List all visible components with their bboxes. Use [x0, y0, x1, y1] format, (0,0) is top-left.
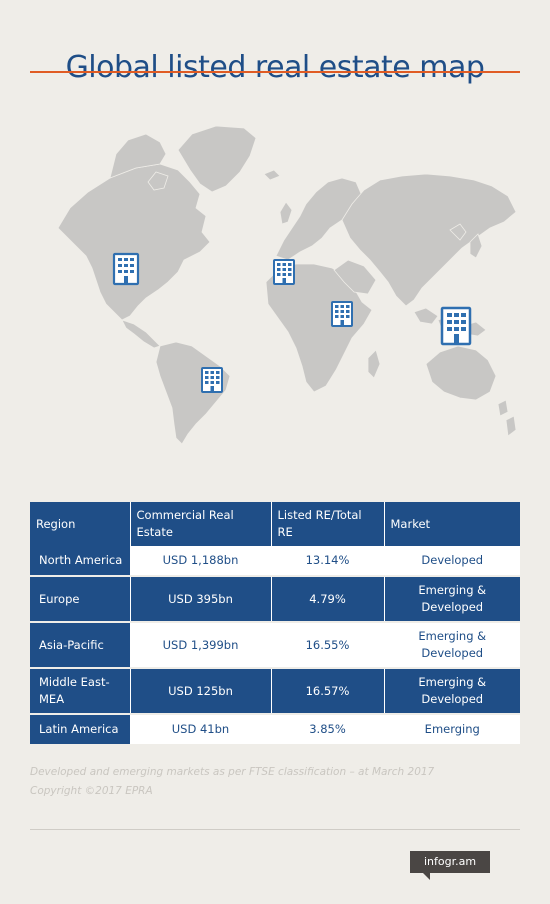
- marker-middle-east[interactable]: [331, 301, 353, 327]
- title-underline: [30, 71, 520, 73]
- office-building-icon: [440, 306, 472, 346]
- marker-north-america[interactable]: [112, 252, 140, 286]
- listed-cell: 16.57%: [271, 668, 385, 715]
- market-cell: Developed: [384, 546, 520, 577]
- europe-landmass: [275, 177, 363, 261]
- region-cell: Asia-Pacific: [30, 622, 131, 669]
- office-building-icon: [112, 252, 140, 286]
- listed-cell: 16.55%: [271, 622, 385, 669]
- greenland-landmass: [177, 125, 257, 193]
- footnote-copyright: Copyright ©2017 EPRA: [30, 785, 153, 797]
- market-cell: Emerging & Developed: [384, 668, 520, 715]
- footnote-classification: Developed and emerging markets as per FT…: [30, 766, 435, 778]
- world-map: [57, 125, 517, 445]
- listed-cell: 4.79%: [271, 576, 385, 623]
- logo-speech-tail: [423, 873, 430, 880]
- table-row: North America USD 1,188bn 13.14% Develop…: [30, 546, 520, 577]
- table-row: Asia-Pacific USD 1,399bn 16.55% Emerging…: [30, 622, 520, 669]
- office-building-icon: [201, 367, 223, 393]
- header-commercial-real-estate: Commercial Real Estate: [130, 502, 272, 546]
- region-cell: Middle East-MEA: [30, 668, 131, 715]
- header-market: Market: [384, 502, 520, 546]
- marker-latin-america[interactable]: [201, 367, 223, 393]
- infogram-logo-link[interactable]: infogr.am: [410, 851, 490, 873]
- footnote: Developed and emerging markets as per FT…: [30, 763, 520, 801]
- marker-asia-pacific[interactable]: [440, 306, 472, 346]
- asia-landmass: [341, 173, 517, 307]
- region-cell: Latin America: [30, 714, 131, 746]
- commercial-cell: USD 395bn: [130, 576, 272, 623]
- page-title: Global listed real estate map: [65, 50, 485, 86]
- commercial-cell: USD 1,399bn: [130, 622, 272, 669]
- africa-landmass: [265, 263, 373, 393]
- market-cell: Emerging & Developed: [384, 576, 520, 623]
- commercial-cell: USD 41bn: [130, 714, 272, 746]
- market-cell: Emerging: [384, 714, 520, 746]
- australia-landmass: [425, 345, 497, 401]
- commercial-cell: USD 125bn: [130, 668, 272, 715]
- table-row: Middle East-MEA USD 125bn 16.57% Emergin…: [30, 668, 520, 715]
- regions-table: Region Commercial Real Estate Listed RE/…: [30, 502, 520, 746]
- listed-cell: 3.85%: [271, 714, 385, 746]
- listed-cell: 13.14%: [271, 546, 385, 577]
- market-cell: Emerging & Developed: [384, 622, 520, 669]
- table-row: Latin America USD 41bn 3.85% Emerging: [30, 714, 520, 746]
- north-america-landmass: [57, 163, 211, 321]
- table-row: Europe USD 395bn 4.79% Emerging & Develo…: [30, 576, 520, 623]
- footer-divider: [30, 829, 520, 830]
- table-header-row: Region Commercial Real Estate Listed RE/…: [30, 502, 520, 546]
- marker-europe[interactable]: [273, 259, 295, 285]
- region-cell: North America: [30, 546, 131, 577]
- office-building-icon: [331, 301, 353, 327]
- commercial-cell: USD 1,188bn: [130, 546, 272, 577]
- header-region: Region: [30, 502, 131, 546]
- region-cell: Europe: [30, 576, 131, 623]
- header-listed-re-total-re: Listed RE/Total RE: [271, 502, 385, 546]
- office-building-icon: [273, 259, 295, 285]
